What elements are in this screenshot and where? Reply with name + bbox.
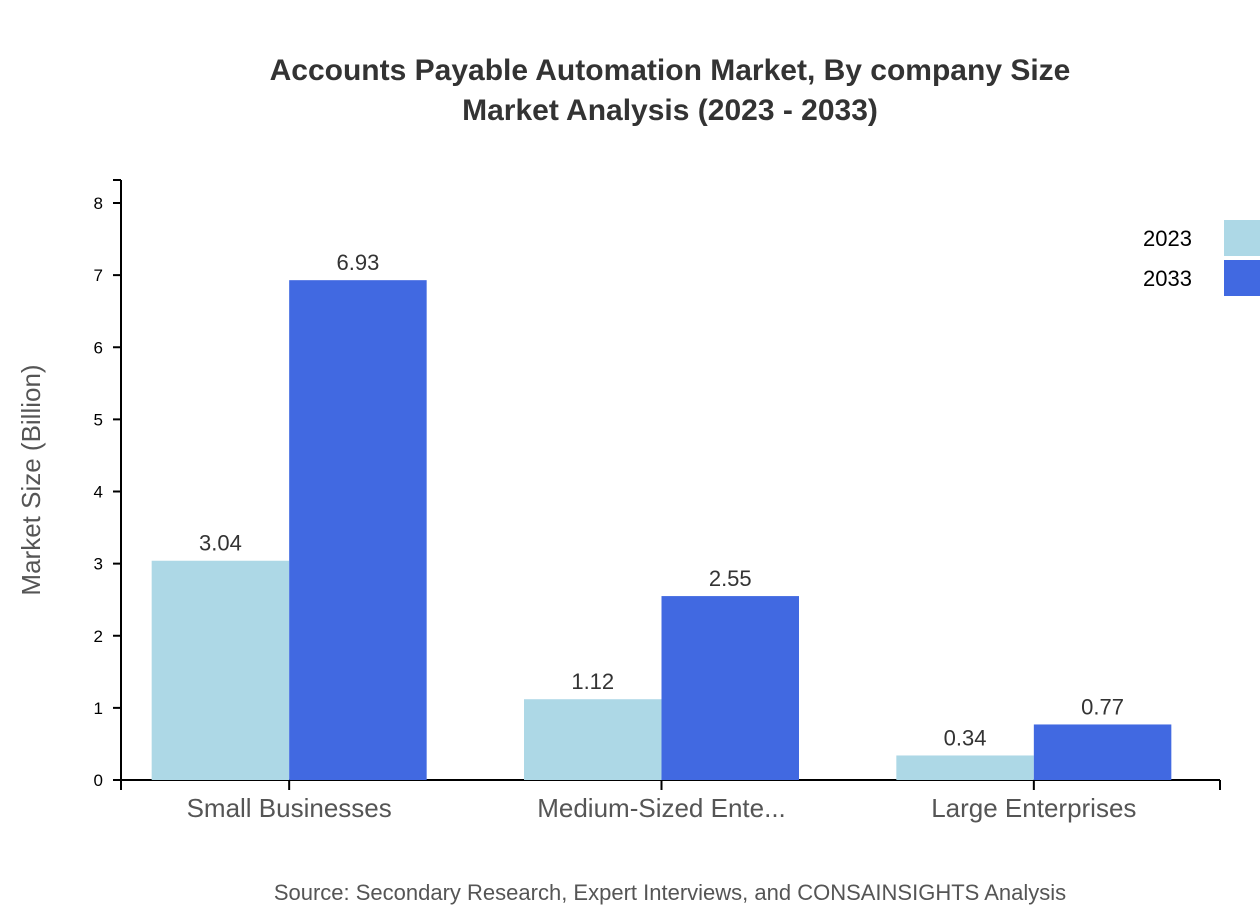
bars: 3.04 6.93 1.12 2.55 0.34 0.77 — [151, 250, 1172, 780]
legend-swatch — [1224, 220, 1260, 256]
y-axis: 0 1 2 3 4 5 6 7 8 — [94, 179, 122, 790]
data-label: 3.04 — [199, 531, 242, 556]
bar-2033 — [1033, 724, 1172, 780]
bar-2023 — [151, 560, 290, 780]
source-note: Source: Secondary Research, Expert Inter… — [274, 880, 1066, 905]
y-tick-label: 1 — [94, 699, 103, 718]
y-axis-label: Market Size (Billion) — [16, 364, 46, 595]
data-label: 2.55 — [709, 566, 752, 591]
x-tick-label: Small Businesses — [187, 793, 392, 823]
y-tick-label: 3 — [94, 555, 103, 574]
y-tick-label: 2 — [94, 627, 103, 646]
bar-2033 — [661, 596, 799, 780]
data-label: 0.77 — [1081, 694, 1124, 719]
chart-title: Accounts Payable Automation Market, By c… — [270, 54, 1071, 87]
y-tick-label: 0 — [94, 771, 103, 790]
y-tick-label: 8 — [94, 194, 103, 213]
data-label: 1.12 — [571, 669, 614, 694]
x-tick-label: Medium-Sized Ente... — [537, 793, 786, 823]
x-tick-label: Large Enterprises — [931, 793, 1136, 823]
data-label: 6.93 — [337, 250, 380, 275]
legend: 2023 2033 — [1143, 220, 1260, 296]
y-tick-label: 4 — [94, 483, 103, 502]
data-label: 0.34 — [944, 725, 987, 750]
y-tick-label: 5 — [94, 410, 103, 429]
bar-2023 — [524, 699, 662, 780]
bar-2033 — [289, 280, 427, 780]
x-axis: Small Businesses Medium-Sized Ente... Larg… — [120, 779, 1221, 823]
y-tick-label: 6 — [94, 338, 103, 357]
y-tick-label: 7 — [94, 266, 103, 285]
chart-subtitle: Market Analysis (2023 - 2033) — [462, 94, 878, 127]
bar-2023 — [896, 755, 1034, 780]
legend-label: 2033 — [1143, 266, 1192, 291]
legend-swatch — [1224, 260, 1260, 296]
legend-label: 2023 — [1143, 226, 1192, 251]
